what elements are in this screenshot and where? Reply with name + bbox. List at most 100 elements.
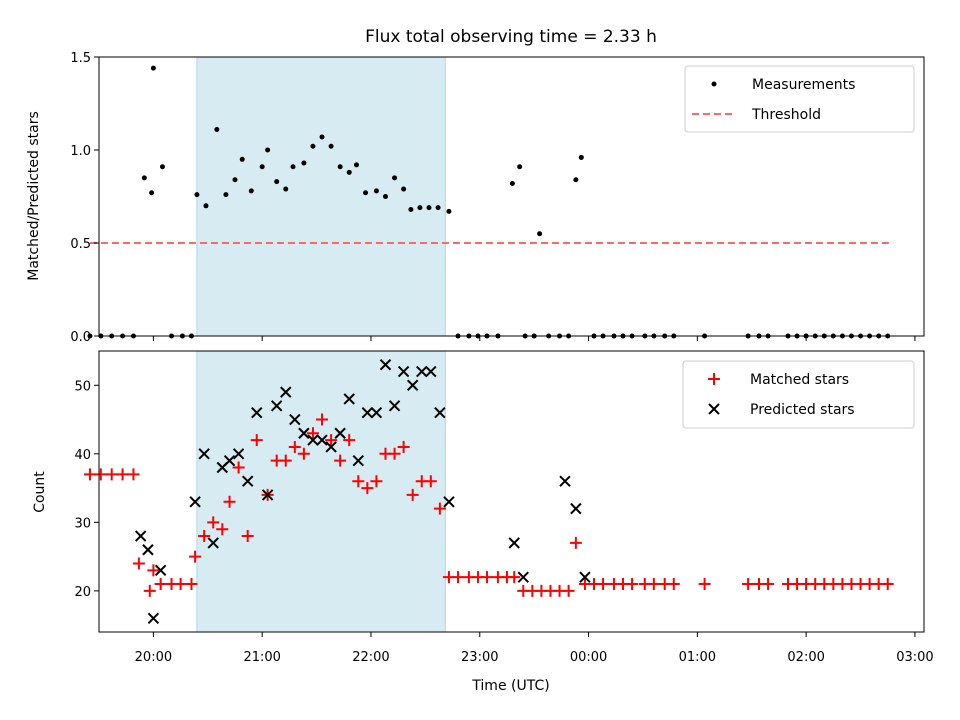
measurement-point bbox=[337, 164, 343, 170]
predicted-star-point bbox=[508, 537, 520, 549]
measurement-point bbox=[517, 164, 523, 170]
matched-star-point bbox=[569, 536, 582, 549]
measurement-point bbox=[509, 180, 515, 186]
matched-star-point bbox=[352, 475, 365, 488]
predicted-star-point bbox=[232, 448, 245, 460]
bottom-y-axis-label: Count bbox=[32, 471, 48, 513]
bottom-y-tick-label: 50 bbox=[74, 379, 91, 394]
matched-star-point bbox=[762, 578, 775, 591]
measurement-point bbox=[259, 164, 265, 170]
predicted-star-point bbox=[270, 400, 283, 412]
matched-star-point bbox=[481, 571, 494, 584]
top-y-axis-label: Matched/Predicted stars bbox=[26, 111, 42, 281]
measurement-point bbox=[319, 134, 325, 140]
matched-star-point bbox=[216, 523, 229, 536]
top-axes-frame bbox=[98, 56, 925, 337]
measurement-point bbox=[353, 162, 359, 168]
measurement-point bbox=[87, 333, 93, 339]
matched-star-point bbox=[232, 461, 245, 474]
matched-star-point bbox=[223, 495, 236, 508]
measurement-point bbox=[214, 127, 220, 133]
matched-star-point bbox=[198, 530, 211, 543]
matched-star-point bbox=[343, 434, 356, 447]
predicted-star-point bbox=[325, 441, 337, 453]
matched-star-point bbox=[132, 557, 145, 570]
measurement-point bbox=[573, 177, 579, 183]
top-panel: 0.0 0.5 1.0 1.5 Matched/Predicted stars Mea… bbox=[26, 51, 925, 345]
predicted-star-point bbox=[388, 400, 401, 412]
top-legend-box bbox=[684, 65, 915, 133]
matched-star-point bbox=[388, 447, 401, 460]
matched-star-point bbox=[241, 530, 254, 543]
measurement-point bbox=[373, 188, 379, 194]
measurement-point bbox=[150, 65, 156, 71]
x-axis-label: Time (UTC) bbox=[471, 678, 549, 694]
x-tick-label: 23:00 bbox=[461, 650, 498, 665]
predicted-star-point bbox=[370, 406, 383, 419]
matched-star-point bbox=[433, 502, 446, 515]
predicted-star-point bbox=[443, 496, 455, 508]
x-tick-label: 00:00 bbox=[570, 650, 607, 665]
matched-star-point bbox=[370, 475, 383, 488]
top-y-tick-label: 1.0 bbox=[70, 144, 91, 159]
matched-star-point bbox=[316, 413, 329, 426]
legend-predicted-label: Predicted stars bbox=[750, 402, 855, 418]
legend-predicted-marker bbox=[708, 403, 720, 415]
measurement-point bbox=[417, 205, 423, 211]
predicted-star-point bbox=[154, 564, 167, 577]
bottom-panel: 20 30 40 50 20:00 21:00 22:00 23:00 00:00 01:00 02… bbox=[32, 350, 934, 694]
matched-star-point bbox=[325, 434, 338, 447]
top-y-tick-label: 0.0 bbox=[70, 330, 91, 345]
predicted-star-point bbox=[416, 365, 428, 378]
predicted-star-point bbox=[517, 571, 529, 583]
matched-star-point bbox=[297, 447, 310, 460]
predicted-star-point bbox=[334, 427, 346, 439]
matched-star-point bbox=[105, 468, 118, 481]
measurement-point bbox=[283, 186, 289, 192]
measurement-point bbox=[194, 192, 200, 198]
x-tick-label: 21:00 bbox=[243, 650, 280, 665]
x-tick-label: 20:00 bbox=[135, 650, 172, 665]
measurement-point bbox=[446, 208, 452, 214]
matched-star-point bbox=[174, 578, 187, 591]
measurement-point bbox=[274, 179, 280, 185]
top-legend: Measurements Threshold bbox=[684, 65, 915, 133]
bottom-highlight-span bbox=[196, 350, 446, 633]
matched-star-point bbox=[279, 454, 292, 467]
matched-star-point bbox=[562, 584, 575, 597]
matched-star-point bbox=[667, 578, 680, 591]
measurement-point bbox=[401, 186, 407, 192]
matched-star-point bbox=[288, 440, 301, 453]
bottom-y-tick-label: 20 bbox=[74, 585, 91, 600]
matched-star-point bbox=[424, 475, 437, 488]
predicted-star-point bbox=[397, 365, 410, 378]
matched-star-point bbox=[334, 454, 347, 467]
measurement-point bbox=[537, 231, 543, 237]
bottom-y-tick-label: 40 bbox=[74, 448, 91, 463]
top-y-tick-label: 1.5 bbox=[70, 51, 91, 66]
predicted-star-point bbox=[289, 413, 301, 426]
measurement-point bbox=[382, 194, 388, 199]
matched-star-point bbox=[189, 550, 202, 563]
measurement-point bbox=[426, 205, 432, 211]
predicted-star-point bbox=[343, 393, 355, 405]
matched-star-point bbox=[116, 468, 129, 481]
matched-star-point bbox=[250, 434, 263, 447]
bottom-legend-box bbox=[682, 360, 915, 429]
measurement-point bbox=[301, 160, 307, 166]
matched-star-point bbox=[397, 440, 410, 453]
predicted-star-point bbox=[147, 612, 160, 625]
predicted-star-point bbox=[189, 496, 201, 508]
measurement-point bbox=[392, 175, 398, 181]
bottom-legend: Matched stars Predicted stars bbox=[682, 360, 915, 429]
matched-star-point bbox=[83, 468, 96, 481]
matched-star-point bbox=[185, 578, 198, 591]
matched-star-point bbox=[742, 578, 755, 591]
matched-star-point bbox=[406, 488, 419, 501]
legend-measurements-label: Measurements bbox=[752, 77, 855, 93]
predicted-star-point bbox=[425, 365, 437, 378]
predicted-star-point bbox=[379, 358, 392, 371]
measurement-point bbox=[265, 147, 271, 153]
measurement-point bbox=[239, 156, 245, 162]
